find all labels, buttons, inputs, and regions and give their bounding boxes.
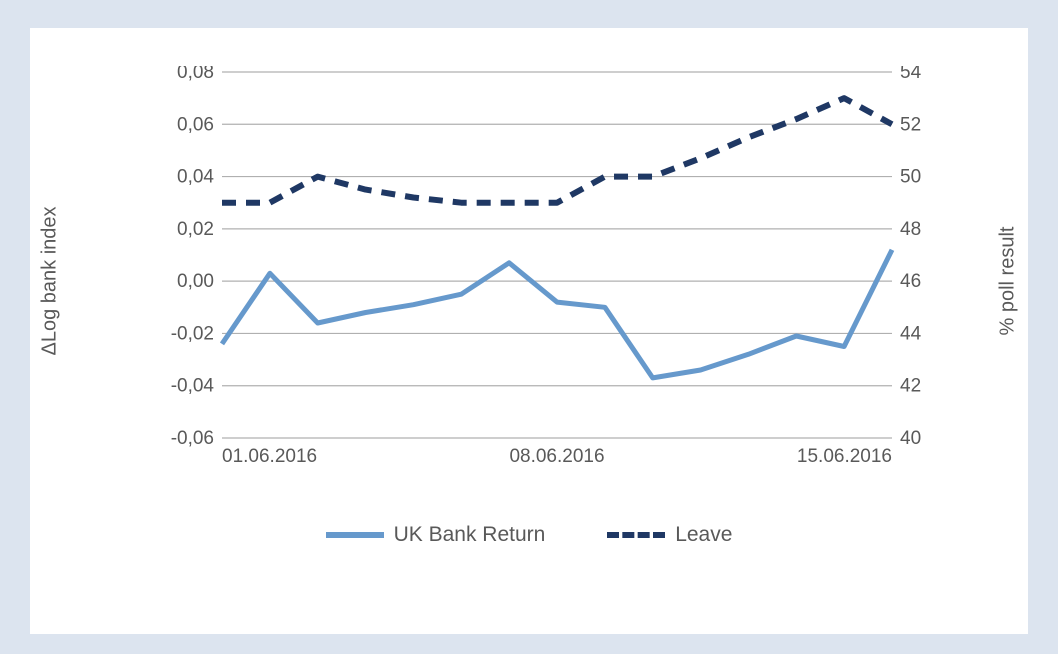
svg-text:-0,02: -0,02 [171, 323, 214, 344]
legend-label: Leave [675, 523, 732, 547]
svg-text:40: 40 [900, 428, 921, 449]
svg-text:42: 42 [900, 376, 921, 397]
svg-text:15.06.2016: 15.06.2016 [797, 446, 892, 466]
legend-label: UK Bank Return [394, 523, 546, 547]
svg-text:48: 48 [900, 219, 921, 240]
svg-text:01.06.2016: 01.06.2016 [222, 446, 317, 466]
outer-frame: ΔLog bank index % poll result 0,08 54 0,06… [0, 0, 1058, 654]
svg-text:54: 54 [900, 66, 922, 83]
svg-text:-0,04: -0,04 [171, 376, 215, 397]
legend-item-leave: Leave [607, 523, 732, 547]
svg-text:46: 46 [900, 271, 921, 292]
svg-text:0,04: 0,04 [177, 167, 214, 188]
chart-svg: 0,08 54 0,06 52 0,04 50 0,02 48 0,00 46 -0,02 44 -0,… [164, 66, 932, 466]
y-right-axis-label: % poll result [997, 227, 1020, 336]
svg-text:50: 50 [900, 167, 921, 188]
svg-text:52: 52 [900, 114, 921, 135]
plot-region: 0,08 54 0,06 52 0,04 50 0,02 48 0,00 46 -0,02 44 -0,… [164, 66, 932, 466]
legend: UK Bank Return Leave [54, 520, 1004, 547]
svg-text:0,02: 0,02 [177, 219, 214, 240]
svg-text:08.06.2016: 08.06.2016 [509, 446, 604, 466]
svg-text:44: 44 [900, 323, 922, 344]
svg-text:0,08: 0,08 [177, 66, 214, 83]
legend-item-bank-return: UK Bank Return [326, 523, 546, 547]
chart-area: ΔLog bank index % poll result 0,08540,06… [54, 66, 1004, 496]
svg-text:-0,06: -0,06 [171, 428, 214, 449]
svg-text:0,00: 0,00 [177, 271, 214, 292]
chart-panel: ΔLog bank index % poll result 0,08 54 0,06… [30, 28, 1028, 634]
legend-swatch-solid [326, 532, 384, 538]
svg-text:0,06: 0,06 [177, 114, 214, 135]
y-left-axis-label: ΔLog bank index [39, 206, 62, 355]
legend-swatch-dashed [607, 532, 665, 538]
